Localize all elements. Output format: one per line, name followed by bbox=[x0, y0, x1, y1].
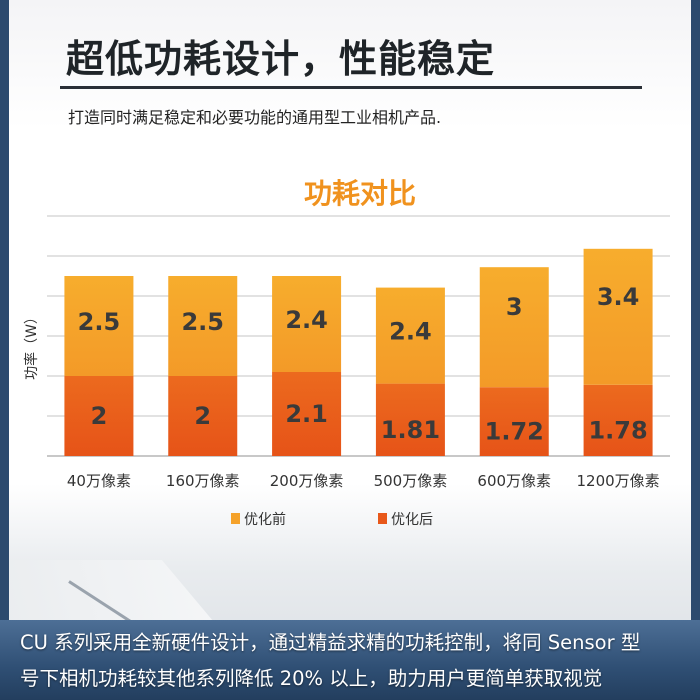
y-axis-label: 功率（W） bbox=[23, 310, 40, 380]
x-tick-label: 40万像素 bbox=[67, 472, 131, 490]
bar-before bbox=[168, 276, 238, 376]
bar-before bbox=[479, 267, 549, 388]
x-tick-label: 500万像素 bbox=[374, 472, 448, 490]
data-label-before: 2.4 bbox=[389, 318, 432, 346]
data-label-before: 3 bbox=[506, 293, 523, 321]
data-label-after: 1.72 bbox=[485, 418, 544, 446]
x-tick-label: 600万像素 bbox=[477, 472, 551, 490]
power-comparison-chart: 功耗对比 功率（W） 2 2.5 2 2.5 2.1 2.4 1.81 2.4 1.72 3 1.7… bbox=[23, 177, 670, 528]
bar-before bbox=[583, 248, 653, 385]
title-divider bbox=[60, 86, 642, 89]
bar-after bbox=[168, 376, 238, 456]
bar-before bbox=[375, 287, 445, 384]
bar-after bbox=[479, 387, 549, 456]
data-label-after: 2 bbox=[194, 402, 211, 430]
data-label-before: 2.5 bbox=[181, 308, 224, 336]
legend-swatch-after bbox=[378, 513, 387, 524]
page-title: 超低功耗设计，性能稳定 bbox=[66, 37, 496, 81]
bar-before bbox=[64, 276, 134, 376]
legend-label-after: 优化后 bbox=[391, 512, 433, 528]
bar-before bbox=[272, 276, 342, 372]
x-tick-label: 200万像素 bbox=[270, 472, 344, 490]
data-label-after: 1.81 bbox=[381, 416, 440, 444]
x-tick-label: 160万像素 bbox=[166, 472, 240, 490]
data-label-before: 2.5 bbox=[78, 308, 121, 336]
bar-after bbox=[272, 372, 342, 456]
page-subtitle: 打造同时满足稳定和必要功能的通用型工业相机产品. bbox=[68, 108, 442, 127]
data-label-after: 1.78 bbox=[588, 416, 647, 444]
data-label-before: 3.4 bbox=[597, 283, 640, 311]
footer-line-1: CU 系列采用全新硬件设计，通过精益求精的功耗控制，将同 Sensor 型 bbox=[20, 631, 641, 654]
legend-swatch-before bbox=[231, 513, 240, 524]
x-tick-label: 1200万像素 bbox=[576, 472, 659, 490]
legend-label-before: 优化前 bbox=[244, 511, 286, 528]
bar-after bbox=[375, 383, 445, 456]
footer-line-2: 号下相机功耗较其他系列降低 20% 以上，助力用户更简单获取视觉 bbox=[20, 667, 603, 690]
chart-title: 功耗对比 bbox=[304, 177, 416, 210]
bar-after bbox=[64, 376, 134, 456]
data-label-before: 2.4 bbox=[285, 306, 328, 334]
data-label-after: 2 bbox=[91, 402, 108, 430]
data-label-after: 2.1 bbox=[285, 400, 328, 428]
footer-caption: CU 系列采用全新硬件设计，通过精益求精的功耗控制，将同 Sensor 型 号下… bbox=[0, 620, 700, 700]
bar-after bbox=[583, 384, 653, 456]
